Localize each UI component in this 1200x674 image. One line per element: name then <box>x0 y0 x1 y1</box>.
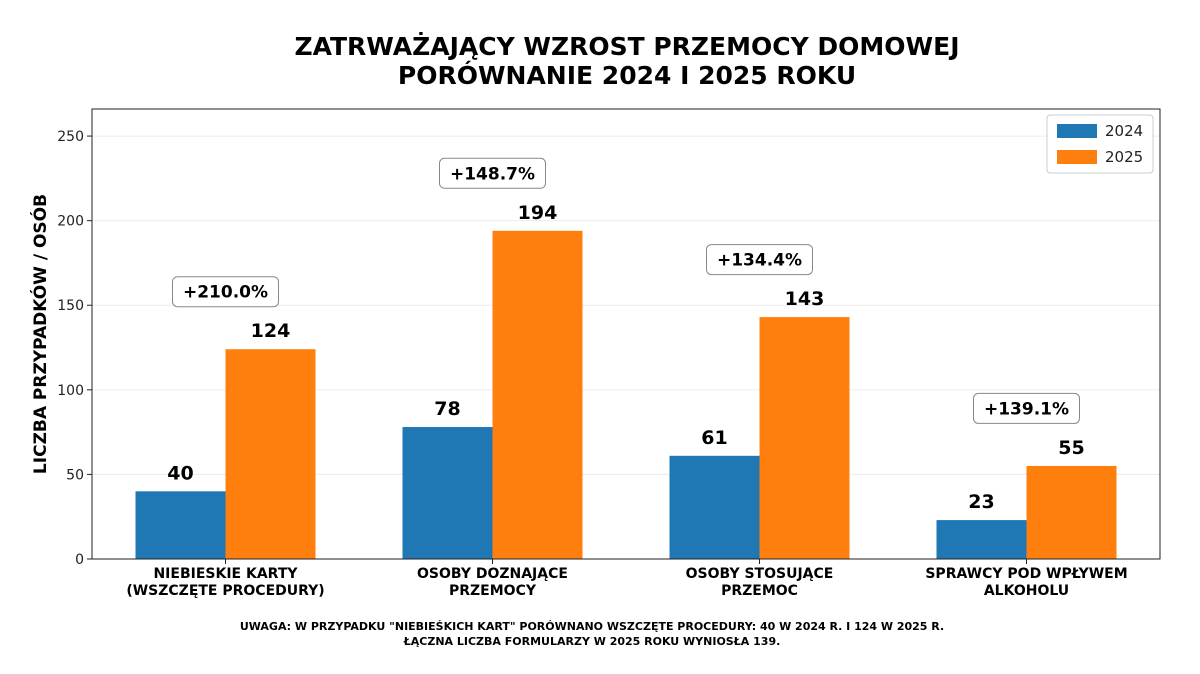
bar-2024 <box>135 491 226 559</box>
bar-2025 <box>759 317 850 559</box>
y-tick-label: 0 <box>75 552 84 568</box>
y-tick-label: 200 <box>57 214 84 230</box>
x-tick-label: NIEBIESKIE KARTY <box>153 566 298 582</box>
growth-annotation: +134.4% <box>717 251 802 271</box>
bar-value-label: 40 <box>167 462 193 484</box>
legend-swatch-2025 <box>1057 150 1097 164</box>
growth-annotation: +210.0% <box>183 283 268 303</box>
x-tick-label: ALKOHOLU <box>984 583 1069 599</box>
bar-2025 <box>1026 465 1117 559</box>
bar-2024 <box>669 455 760 559</box>
chart-title-line-1: ZATRWAŻAJĄCY WZROST PRZEMOCY DOMOWEJ <box>294 32 959 61</box>
x-tick-label: SPRAWCY POD WPŁYWEM <box>925 566 1127 582</box>
bar-2025 <box>225 349 316 559</box>
bar-2024 <box>402 427 493 559</box>
x-tick-label: OSOBY DOZNAJĄCE <box>417 566 568 582</box>
growth-annotation: +139.1% <box>984 399 1069 419</box>
x-axis-ticks: NIEBIESKIE KARTY(WSZCZĘTE PROCEDURY) OSOB… <box>126 559 1128 599</box>
bar-value-label: 55 <box>1058 437 1084 459</box>
growth-annotation-box <box>973 392 1080 424</box>
chart-title-line-2: PORÓWNANIE 2024 I 2025 ROKU <box>398 60 856 90</box>
plot-frame <box>91 108 1161 560</box>
bar-value-label: 124 <box>251 320 291 342</box>
x-tick-label: PRZEMOC <box>721 583 798 599</box>
note-line-1: UWAGA: W PRZYPADKU "NIEBIEŚKICH KART" PO… <box>240 620 944 633</box>
bar-value-label: 143 <box>785 288 825 310</box>
growth-annotation: +148.7% <box>450 164 535 184</box>
x-tick-label: PRZEMOCY <box>449 583 537 599</box>
y-tick-label: 150 <box>57 298 84 314</box>
legend-label: 2025 <box>1105 148 1143 166</box>
bar-value-label: 23 <box>968 491 994 513</box>
note-line-2: ŁĄCZNA LICZBA FORMULARZY W 2025 ROKU WYN… <box>403 635 781 648</box>
y-tick-label: 250 <box>57 129 84 145</box>
growth-annotation-box <box>172 276 279 308</box>
growth-annotation-box <box>439 157 546 189</box>
bar-2025 <box>492 230 583 559</box>
bar-value-label: 78 <box>434 398 460 420</box>
y-tick-label: 50 <box>66 467 84 483</box>
legend-label: 2024 <box>1105 122 1143 140</box>
bar-value-label: 194 <box>518 202 558 224</box>
y-axis-label: LICZBA PRZYPADKÓW / OSÓB <box>29 194 51 474</box>
value-labels: 40 124 +210.0% 78 194 +148.7% 61 143 +134.4% 23 55… <box>167 157 1085 513</box>
x-tick-label: OSOBY STOSUJĄCE <box>686 566 834 582</box>
bar-2024 <box>936 520 1027 559</box>
bars <box>135 230 1117 559</box>
y-axis-ticks: 0 50 100 150 200 250 <box>57 129 92 568</box>
growth-annotation-box <box>706 244 813 276</box>
legend: 2024 2025 <box>1046 114 1154 174</box>
bar-value-label: 61 <box>701 427 727 449</box>
legend-swatch-2024 <box>1057 124 1097 138</box>
y-tick-label: 100 <box>57 383 84 399</box>
x-tick-label: (WSZCZĘTE PROCEDURY) <box>126 583 324 599</box>
